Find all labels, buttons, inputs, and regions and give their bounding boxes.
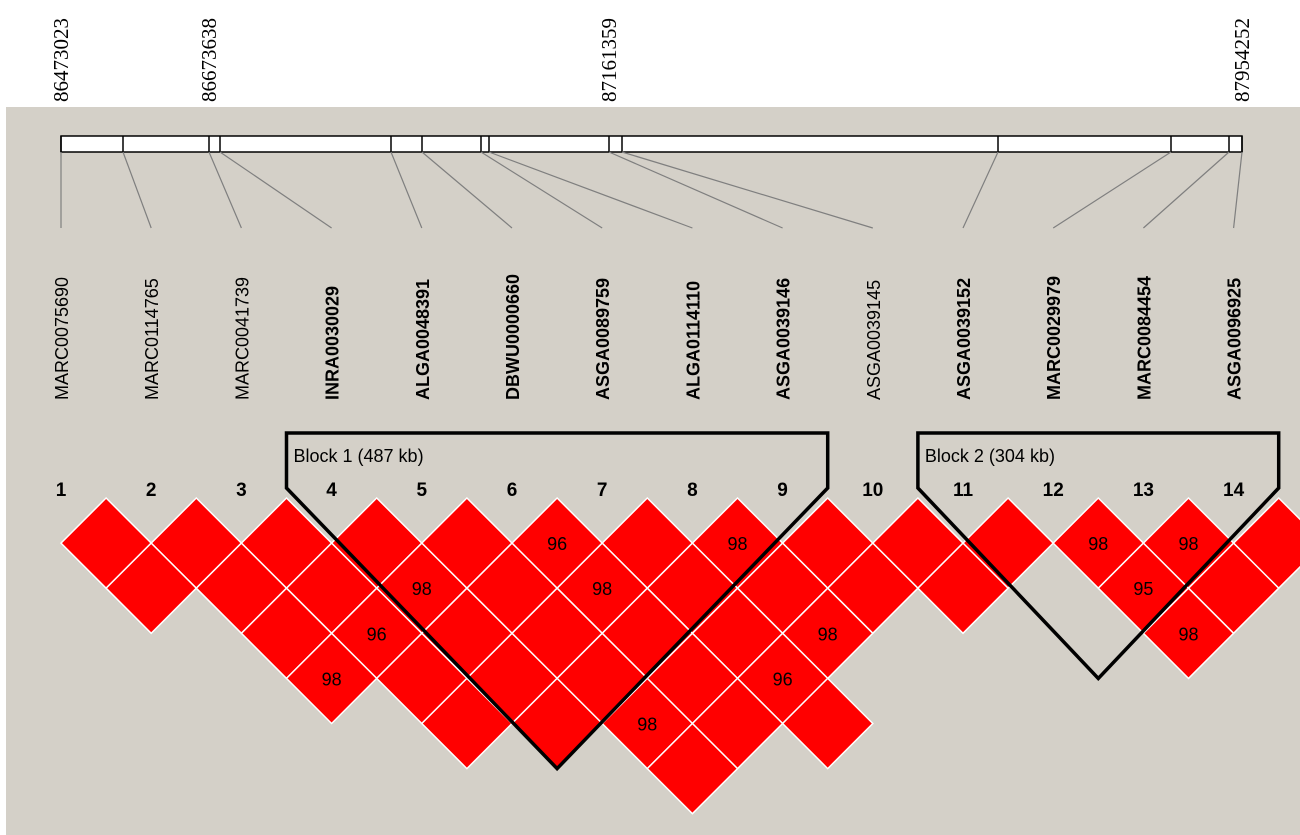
ld-cell bbox=[1142, 587, 1235, 680]
marker-number: 13 bbox=[1133, 480, 1154, 501]
marker-connector bbox=[208, 151, 242, 229]
marker-name: MARC0075690 bbox=[52, 277, 72, 400]
ld-cell bbox=[105, 542, 198, 635]
ld-cell-value: 96 bbox=[773, 669, 793, 689]
marker-connector bbox=[1233, 151, 1243, 229]
marker-number: 2 bbox=[146, 480, 157, 501]
block-outline bbox=[284, 431, 830, 772]
marker-connector bbox=[390, 151, 423, 229]
marker-name: DBWU0000660 bbox=[503, 274, 523, 400]
marker-connector bbox=[608, 151, 783, 229]
ld-cell-value: 96 bbox=[547, 534, 567, 554]
marker-number: 7 bbox=[597, 480, 608, 501]
marker-names: MARC0075690 MARC0114765 MARC0041739 INRA003… bbox=[52, 274, 1245, 400]
map-bar bbox=[60, 135, 1243, 153]
marker-numbers: 1 2 3 4 5 6 7 8 9 10 11 12 13 14 bbox=[56, 480, 1245, 501]
ld-cell-value: 96 bbox=[367, 624, 387, 644]
marker-name: ASGA0096925 bbox=[1225, 278, 1245, 400]
marker-number: 9 bbox=[777, 480, 788, 501]
marker-connector bbox=[421, 151, 513, 229]
ld-cell-value: 98 bbox=[592, 579, 612, 599]
physical-map-bar bbox=[60, 135, 1243, 153]
ld-cells: 96 98 98 98 98 98 95 96 98 98 98 96 98 bbox=[59, 496, 1300, 815]
marker-number: 11 bbox=[953, 480, 974, 501]
marker-number: 8 bbox=[687, 480, 698, 501]
marker-number: 5 bbox=[417, 480, 428, 501]
ld-cell-value: 98 bbox=[727, 534, 747, 554]
marker-connector bbox=[480, 151, 603, 229]
position-label: 86673638 bbox=[197, 18, 221, 102]
marker-number: 12 bbox=[1043, 480, 1064, 501]
marker-name: ASGA0039146 bbox=[774, 278, 794, 400]
ld-cell-value: 98 bbox=[322, 669, 342, 689]
position-label: 87954252 bbox=[1230, 18, 1254, 102]
ld-cell-value: 98 bbox=[1088, 534, 1108, 554]
marker-connectors bbox=[60, 151, 1243, 229]
marker-connector bbox=[488, 151, 693, 229]
marker-name: ASGA0039145 bbox=[864, 280, 884, 400]
block-label: Block 1 (487 kb) bbox=[294, 446, 424, 466]
marker-number: 6 bbox=[507, 480, 518, 501]
marker-name: MARC0114765 bbox=[142, 278, 162, 400]
ld-cell bbox=[781, 677, 874, 770]
marker-number: 10 bbox=[862, 480, 883, 501]
marker-connector bbox=[1052, 151, 1172, 229]
ld-cell bbox=[916, 542, 1010, 635]
marker-connector bbox=[122, 151, 152, 229]
marker-name: ASGA0039152 bbox=[954, 278, 974, 400]
marker-connector bbox=[962, 151, 999, 229]
marker-connector bbox=[219, 151, 332, 229]
marker-number: 3 bbox=[236, 480, 247, 501]
marker-name: MARC0084454 bbox=[1134, 276, 1154, 400]
marker-name: MARC0029979 bbox=[1044, 276, 1064, 400]
ld-cell-value: 98 bbox=[818, 624, 838, 644]
block-outline bbox=[916, 431, 1281, 681]
haplotype-blocks: Block 1 (487 kb) Block 2 (304 kb) bbox=[284, 431, 1281, 772]
position-label: 86473023 bbox=[49, 18, 73, 102]
block-label: Block 2 (304 kb) bbox=[925, 446, 1055, 466]
marker-name: ALGA0114110 bbox=[683, 281, 703, 400]
position-labels: 86473023 86673638 87161359 87954252 bbox=[49, 18, 1254, 102]
ld-cell-value: 98 bbox=[1178, 624, 1198, 644]
marker-name: ASGA0089759 bbox=[593, 278, 613, 400]
position-label: 87161359 bbox=[597, 18, 621, 102]
ld-cell-value: 95 bbox=[1133, 579, 1153, 599]
marker-name: INRA0030029 bbox=[323, 286, 343, 400]
ld-cell-value: 98 bbox=[637, 715, 657, 735]
ld-cell-value: 98 bbox=[1178, 534, 1198, 554]
marker-number: 1 bbox=[56, 480, 67, 501]
ld-cell-value: 98 bbox=[412, 579, 432, 599]
marker-number: 4 bbox=[326, 480, 337, 501]
marker-connector bbox=[1143, 151, 1230, 229]
marker-connector bbox=[621, 151, 873, 229]
marker-number: 14 bbox=[1223, 480, 1245, 501]
marker-name: MARC0041739 bbox=[232, 277, 252, 400]
ld-cell bbox=[285, 632, 378, 725]
marker-name: ALGA0048391 bbox=[413, 279, 433, 400]
ld-cell bbox=[646, 722, 739, 815]
